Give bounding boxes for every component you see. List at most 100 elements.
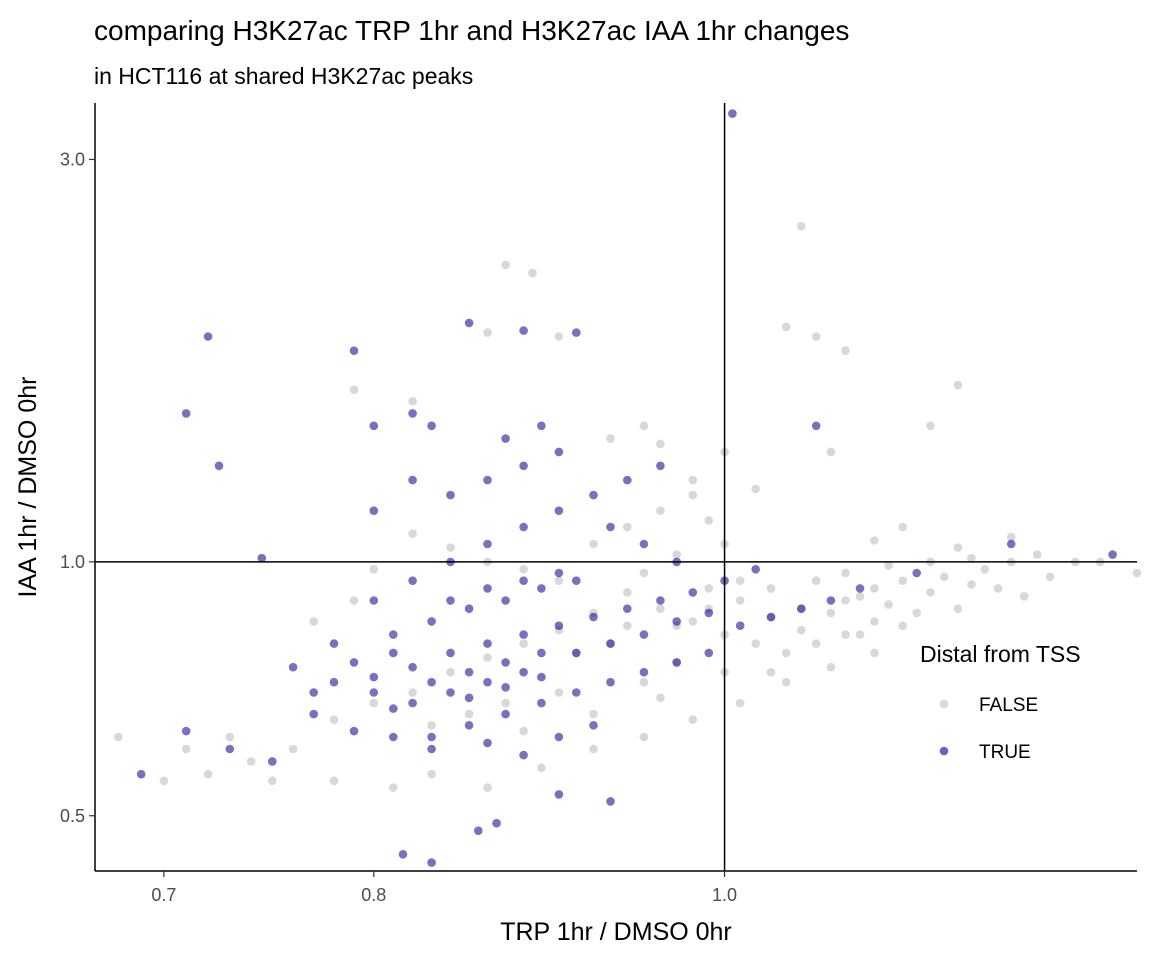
data-point	[751, 639, 760, 648]
data-point	[639, 677, 649, 687]
data-point	[623, 475, 632, 485]
data-point	[898, 522, 907, 532]
data-point	[870, 617, 879, 626]
data-point	[369, 565, 379, 574]
data-point	[349, 726, 359, 736]
data-point	[214, 461, 224, 471]
data-point	[672, 617, 681, 626]
data-point	[464, 318, 474, 328]
data-point	[181, 409, 191, 418]
data-point	[639, 539, 649, 549]
data-point	[408, 409, 417, 418]
data-point	[537, 698, 546, 708]
data-point	[369, 672, 379, 682]
data-point	[688, 490, 698, 500]
data-point	[257, 553, 267, 563]
data-point	[589, 539, 598, 549]
reference-lines	[95, 103, 1137, 871]
data-point	[519, 522, 528, 532]
data-point	[554, 568, 564, 578]
legend-entries: FALSE TRUE	[939, 695, 1038, 763]
data-point	[427, 769, 436, 779]
data-point	[967, 580, 976, 589]
data-point	[554, 732, 564, 742]
data-point	[389, 648, 398, 658]
data-point	[826, 596, 836, 605]
legend: Distal from TSS FALSE TRUE	[920, 641, 1081, 763]
data-point	[398, 850, 408, 859]
data-point	[159, 776, 169, 786]
legend-title: Distal from TSS	[920, 641, 1081, 667]
data-point	[408, 475, 417, 485]
data-point	[288, 662, 298, 672]
data-point	[483, 328, 492, 337]
data-point	[519, 726, 528, 736]
legend-label-true: TRUE	[979, 742, 1031, 763]
data-point	[841, 568, 850, 578]
data-point	[606, 434, 615, 443]
data-point	[464, 667, 474, 677]
data-point	[181, 726, 191, 736]
data-point	[728, 109, 737, 118]
data-point	[781, 648, 791, 658]
data-point	[912, 568, 921, 578]
data-point	[606, 639, 615, 648]
data-point	[501, 260, 510, 270]
data-point	[329, 715, 339, 724]
data-point	[639, 421, 649, 431]
data-point	[766, 667, 776, 677]
data-point	[329, 776, 339, 786]
data-point	[870, 536, 879, 545]
data-point	[826, 662, 836, 672]
data-point	[537, 584, 546, 593]
data-point	[474, 826, 483, 835]
data-point	[225, 744, 235, 754]
data-point	[464, 709, 474, 719]
data-point	[735, 576, 745, 585]
data-point	[288, 744, 298, 754]
chart-title: comparing H3K27ac TRP 1hr and H3K27ac IA…	[94, 15, 849, 46]
data-point	[826, 447, 836, 457]
data-point	[369, 421, 379, 431]
data-point	[912, 608, 921, 618]
data-point	[572, 688, 581, 697]
data-point	[225, 732, 235, 742]
data-point	[589, 490, 598, 500]
data-point	[537, 672, 546, 682]
data-point	[797, 625, 806, 635]
data-point	[519, 750, 528, 760]
data-point	[751, 484, 760, 494]
data-point	[672, 550, 681, 559]
data-point	[766, 584, 776, 593]
data-point	[427, 858, 436, 867]
data-point	[656, 596, 665, 605]
data-point	[953, 380, 963, 390]
data-point	[483, 639, 492, 648]
data-point	[855, 584, 865, 593]
data-point	[554, 332, 564, 341]
data-point	[656, 461, 665, 471]
data-point	[898, 576, 907, 585]
data-point	[519, 326, 528, 335]
data-point	[309, 709, 319, 719]
data-point	[446, 543, 455, 552]
data-point	[1032, 550, 1042, 559]
data-point	[268, 776, 277, 786]
data-point	[572, 648, 581, 658]
data-point	[797, 604, 806, 613]
data-point	[483, 653, 492, 662]
data-point	[589, 744, 598, 754]
data-point	[623, 604, 632, 613]
data-point	[704, 584, 714, 593]
data-point	[606, 797, 615, 806]
data-point	[268, 757, 277, 766]
data-point	[1019, 592, 1029, 601]
data-point	[811, 332, 821, 341]
data-point	[751, 565, 760, 574]
data-point	[446, 490, 455, 500]
data-point	[1006, 532, 1016, 542]
data-point	[349, 385, 359, 395]
data-point	[656, 506, 665, 515]
data-point	[781, 322, 791, 332]
